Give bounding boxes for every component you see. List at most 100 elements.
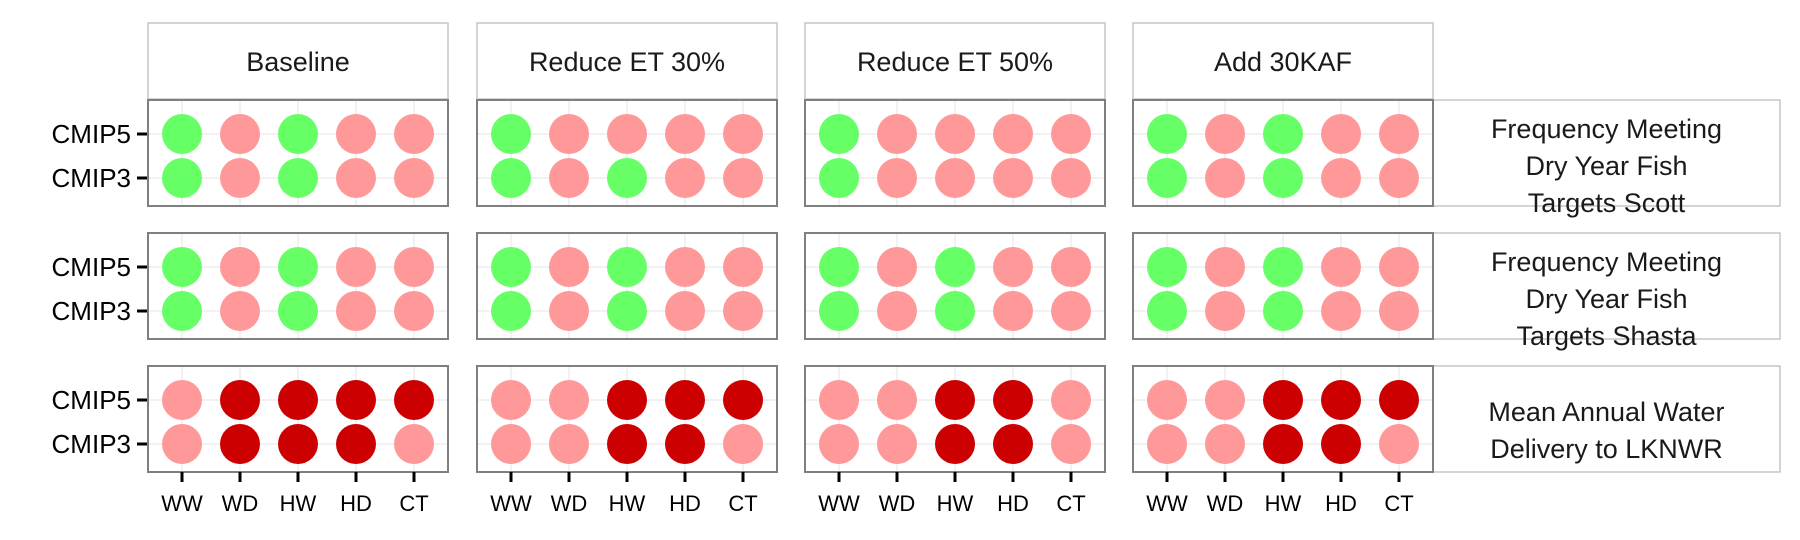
data-point (1379, 158, 1419, 198)
data-point (1321, 424, 1361, 464)
x-tick-label: HW (1265, 491, 1302, 516)
data-point (491, 424, 531, 464)
data-point (665, 158, 705, 198)
data-point (723, 158, 763, 198)
data-point (278, 158, 318, 198)
data-point (877, 380, 917, 420)
data-point (549, 114, 589, 154)
row-strip-label: Dry Year Fish (1525, 151, 1687, 181)
data-point (993, 424, 1033, 464)
data-point (162, 158, 202, 198)
data-point (877, 424, 917, 464)
data-point (549, 158, 589, 198)
data-point (935, 424, 975, 464)
data-point (1379, 291, 1419, 331)
data-point (607, 424, 647, 464)
data-point (607, 380, 647, 420)
data-point (665, 424, 705, 464)
x-tick-label: CT (1056, 491, 1085, 516)
data-point (220, 247, 260, 287)
data-point (665, 291, 705, 331)
panel-border (147, 99, 449, 207)
panel-border (1132, 232, 1434, 340)
data-point (1263, 291, 1303, 331)
column-strip-label: Reduce ET 50% (857, 47, 1053, 77)
data-point (723, 114, 763, 154)
data-point (1321, 380, 1361, 420)
y-tick-label: CMIP3 (52, 429, 131, 459)
data-point (819, 424, 859, 464)
y-tick-label: CMIP5 (52, 385, 131, 415)
data-point (1379, 380, 1419, 420)
x-tick-label: CT (399, 491, 428, 516)
data-point (336, 114, 376, 154)
data-point (819, 158, 859, 198)
row-strip-label: Targets Shasta (1516, 321, 1697, 351)
x-tick-label: WW (818, 491, 860, 516)
row-strip-label: Frequency Meeting (1491, 247, 1722, 277)
data-point (935, 114, 975, 154)
data-point (935, 247, 975, 287)
data-point (935, 291, 975, 331)
data-point (935, 380, 975, 420)
column-strip-label: Add 30KAF (1214, 47, 1352, 77)
data-point (220, 380, 260, 420)
column-strip (147, 22, 449, 100)
data-point (549, 291, 589, 331)
row-strip (1432, 232, 1781, 340)
y-tick-label: CMIP5 (52, 119, 131, 149)
data-point (993, 114, 1033, 154)
data-point (1051, 424, 1091, 464)
x-tick-label: HD (669, 491, 701, 516)
data-point (607, 158, 647, 198)
data-point (1263, 114, 1303, 154)
data-point (723, 247, 763, 287)
data-point (162, 380, 202, 420)
row-strip-label: Dry Year Fish (1525, 284, 1687, 314)
data-point (819, 247, 859, 287)
data-point (394, 424, 434, 464)
row-strip-label: Targets Scott (1528, 188, 1686, 218)
data-point (336, 158, 376, 198)
column-strip-label: Baseline (246, 47, 350, 77)
data-point (819, 114, 859, 154)
data-point (220, 114, 260, 154)
row-strip-label: Frequency Meeting (1491, 114, 1722, 144)
data-point (278, 114, 318, 154)
data-point (607, 291, 647, 331)
panel-border (804, 232, 1106, 340)
data-point (491, 380, 531, 420)
data-point (491, 114, 531, 154)
data-point (1147, 380, 1187, 420)
data-point (278, 424, 318, 464)
data-point (549, 380, 589, 420)
data-point (1147, 247, 1187, 287)
data-point (394, 380, 434, 420)
x-tick-label: HW (280, 491, 317, 516)
data-point (1205, 424, 1245, 464)
data-point (1321, 158, 1361, 198)
data-point (220, 291, 260, 331)
data-point (1205, 247, 1245, 287)
panel-border (476, 99, 778, 207)
data-point (819, 380, 859, 420)
data-point (1263, 247, 1303, 287)
data-point (1051, 380, 1091, 420)
row-strip-label: Mean Annual Water (1488, 397, 1724, 427)
data-point (607, 247, 647, 287)
data-point (336, 291, 376, 331)
x-tick-label: HD (340, 491, 372, 516)
data-point (162, 291, 202, 331)
data-point (491, 291, 531, 331)
x-tick-label: HD (1325, 491, 1357, 516)
x-tick-label: WD (551, 491, 588, 516)
data-point (1263, 380, 1303, 420)
data-point (394, 114, 434, 154)
data-point (394, 291, 434, 331)
data-point (220, 158, 260, 198)
data-point (1205, 114, 1245, 154)
y-tick-label: CMIP3 (52, 296, 131, 326)
row-strip (1432, 99, 1781, 207)
data-point (491, 158, 531, 198)
